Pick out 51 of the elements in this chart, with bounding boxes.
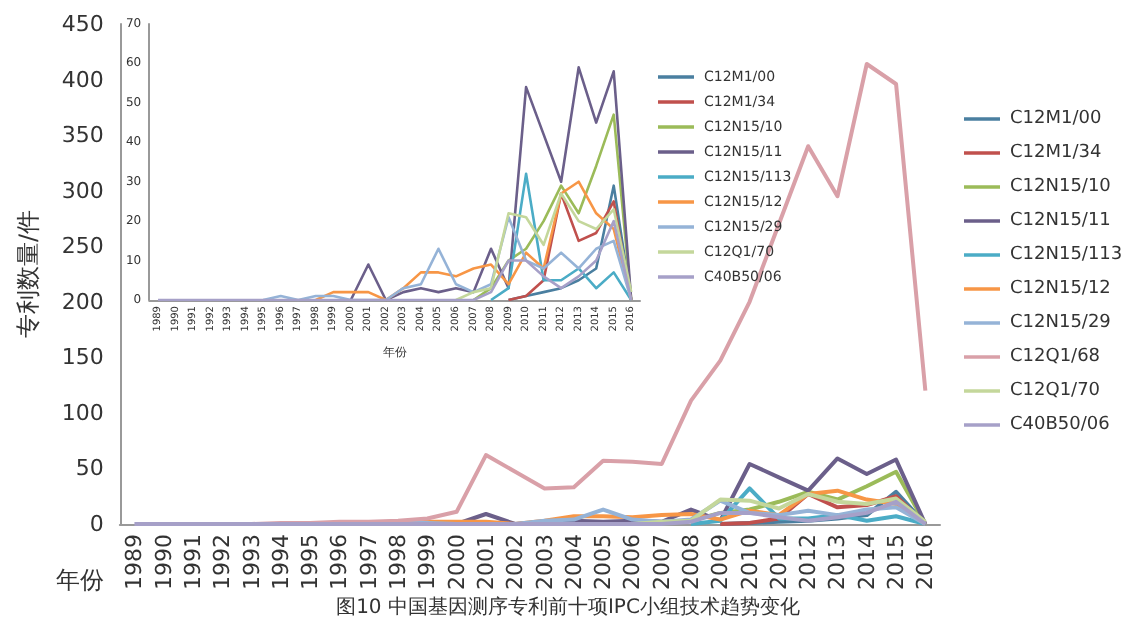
x-tick-label: 2010 [736, 534, 763, 590]
y-tick-label: 100 [61, 399, 104, 426]
x-tick-label: 1997 [355, 534, 382, 590]
y-tick-label: 350 [61, 122, 104, 149]
x-tick-label: 2012 [795, 534, 822, 590]
x-tick-label: 1998 [385, 534, 412, 590]
y-tick-label: 200 [61, 288, 104, 315]
legend-label: C40B50/06 [1010, 415, 1111, 435]
x-axis-title: 年份 [55, 566, 104, 594]
y-tick-label: 450 [61, 11, 104, 37]
x-tick-label: 2013 [824, 534, 851, 590]
x-tick-label: 2003 [531, 534, 558, 590]
x-tick-label: 2001 [472, 534, 499, 590]
legend-label: C12N15/11 [1010, 211, 1111, 231]
y-tick-label: 0 [89, 511, 104, 537]
legend-label: C12M1/00 [1010, 109, 1102, 129]
x-tick-label: 2015 [883, 534, 910, 590]
x-tick-label: 2011 [765, 534, 792, 590]
legend-label: C12Q1/70 [1010, 381, 1101, 401]
legend-label: C12N15/113 [1010, 245, 1123, 265]
y-tick-label: 50 [75, 455, 104, 482]
x-tick-label: 2006 [619, 534, 646, 590]
legend-label: C12N15/12 [1010, 279, 1111, 299]
x-tick-label: 1989 [121, 534, 148, 590]
x-tick-label: 1991 [180, 534, 207, 590]
y-tick-label: 150 [61, 344, 104, 371]
x-tick-label: 2007 [648, 534, 675, 590]
y-tick-label: 250 [61, 233, 104, 260]
x-tick-label: 1994 [267, 534, 294, 590]
x-tick-label: 1992 [209, 534, 236, 590]
y-tick-label: 300 [61, 177, 104, 204]
legend-label: C12N15/10 [1010, 177, 1112, 197]
x-tick-label: 1990 [150, 534, 177, 590]
legend-label: C12N15/29 [1010, 313, 1112, 333]
x-tick-label: 2008 [678, 534, 705, 590]
x-tick-label: 2016 [912, 534, 939, 590]
x-tick-label: 1996 [326, 534, 353, 590]
y-axis-title: 专利数量/件 [14, 209, 42, 339]
legend-label: C12M1/34 [1010, 143, 1102, 163]
legend-label: C12Q1/68 [1010, 347, 1101, 367]
x-tick-label: 2004 [560, 534, 587, 590]
x-tick-label: 2000 [443, 534, 470, 590]
x-tick-label: 2014 [853, 534, 880, 590]
x-tick-label: 2005 [590, 534, 617, 590]
y-tick-label: 400 [61, 66, 104, 93]
x-tick-label: 1999 [414, 534, 441, 590]
x-tick-label: 2009 [707, 534, 734, 590]
x-tick-label: 1993 [238, 534, 265, 590]
text: 图10 中国基因测序专利前十项IPC小组技术趋势变化 [336, 595, 800, 619]
x-tick-label: 1995 [297, 534, 324, 590]
x-tick-label: 2002 [502, 534, 529, 590]
